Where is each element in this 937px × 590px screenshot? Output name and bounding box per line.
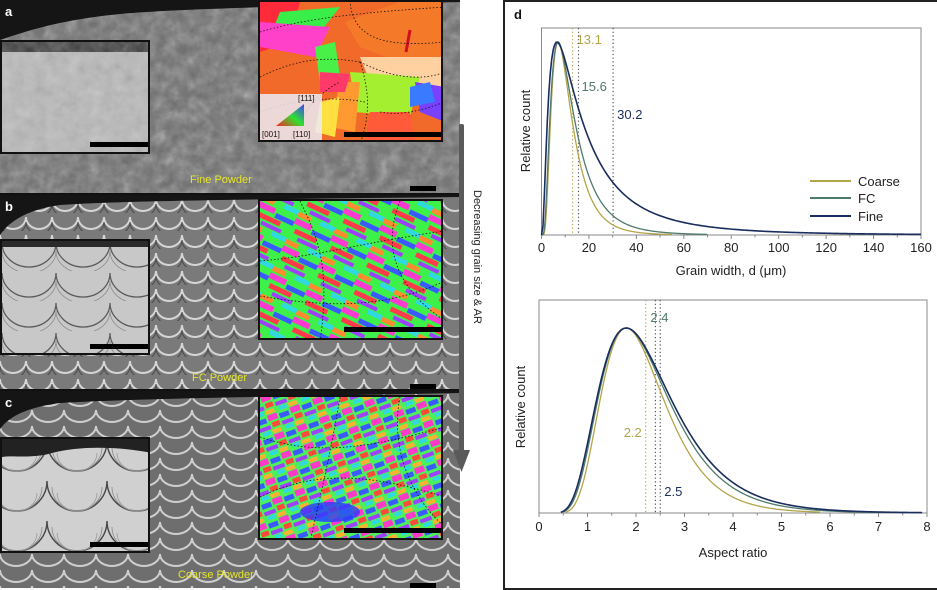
x-tick-label: 1: [584, 519, 591, 534]
aspect-ratio-xlabel: Aspect ratio: [699, 545, 768, 560]
series-line-coarse: [541, 41, 672, 236]
panel-c-powder-label: Coarse Powder: [178, 569, 254, 581]
panel-b-scale-bar: [410, 384, 436, 389]
x-tick-label: 120: [815, 240, 837, 255]
x-tick-label: 140: [863, 240, 885, 255]
ipf-color-key: [111] [001] [110]: [260, 94, 322, 140]
panel-a-scale-bar: [410, 186, 436, 191]
legend-label-fine: Fine: [858, 209, 883, 224]
panel-c-scale-bar: [410, 583, 436, 588]
mean-label-fc: 15.6: [582, 79, 607, 94]
mean-label-coarse: 2.2: [624, 425, 642, 440]
panel-c: c Coarse Powder: [0, 389, 460, 588]
x-tick-label: 0: [535, 519, 542, 534]
ipf-label-110: [110]: [293, 130, 311, 139]
grain-width-ylabel: Relative count: [518, 89, 533, 172]
panel-a-ebsd-map: [111] [001] [110]: [258, 0, 443, 142]
x-tick-label: 3: [681, 519, 688, 534]
x-tick-label: 60: [677, 240, 691, 255]
panel-b-powder-label: FC Powder: [192, 372, 248, 384]
x-tick-label: 100: [768, 240, 790, 255]
panel-b-ebsd-scale-bar: [344, 327, 441, 332]
x-tick-label: 6: [826, 519, 833, 534]
grain-width-xlabel: Grain width, d (μm): [676, 263, 787, 278]
panel-a: [111] [001] [110] a Fine Powder: [0, 0, 460, 193]
panel-c-ebsd-map: [258, 395, 443, 540]
x-tick-label: 2: [632, 519, 639, 534]
x-tick-label: 20: [582, 240, 596, 255]
panel-a-ebsd-scale-bar: [344, 132, 441, 137]
panel-b: b FC Powder: [0, 193, 460, 389]
x-tick-label: 40: [629, 240, 643, 255]
panel-a-powder-label: Fine Powder: [190, 174, 252, 186]
panel-a-letter: a: [5, 4, 13, 19]
legend: Coarse FC Fine: [810, 174, 900, 224]
grain-width-chart: 0 20 40 60 80 100 120 140 160 13.1 15.6 30.2 Grain…: [518, 27, 932, 278]
x-tick-label: 5: [778, 519, 785, 534]
x-tick-label: 160: [910, 240, 932, 255]
ipf-triangle-icon: [276, 104, 304, 126]
series-line-coarse: [565, 327, 821, 513]
x-tick-label: 4: [729, 519, 736, 534]
panel-a-inset-image: [0, 40, 150, 154]
legend-label-coarse: Coarse: [858, 174, 900, 189]
legend-label-fc: FC: [858, 191, 875, 206]
x-tick-label: 0: [538, 240, 545, 255]
panel-c-letter: c: [5, 395, 13, 410]
panel-a-inset-scale-bar: [90, 142, 148, 147]
x-tick-label: 80: [724, 240, 738, 255]
panel-b-letter: b: [5, 199, 13, 214]
x-tick-label: 7: [875, 519, 882, 534]
panel-b-inset-scale-bar: [90, 344, 148, 349]
panel-c-ebsd-scale-bar: [344, 528, 441, 533]
x-tick-label: 8: [923, 519, 930, 534]
mean-label-coarse: 13.1: [577, 32, 602, 47]
series-line-fine: [560, 327, 923, 514]
panel-d-letter: d: [514, 7, 522, 22]
series-line-fc: [541, 41, 708, 236]
ipf-label-001: [001]: [262, 130, 280, 139]
aspect-ratio-plot-frame: [538, 299, 928, 513]
micrograph-panel: [111] [001] [110] a Fine Powder: [0, 0, 460, 588]
aspect-ratio-chart: 0 1 2 3 4 5 6 7 8 2.2 2.4 2.5 Aspect ratio Relativ…: [513, 299, 931, 560]
panel-b-inset-image: [0, 239, 150, 355]
decreasing-arrow-icon: [453, 124, 470, 472]
ipf-label-111: [111]: [298, 94, 315, 103]
panel-b-ebsd-map: [258, 199, 443, 340]
panel-c-inset-image: [0, 437, 150, 553]
mean-label-fine: 2.5: [664, 484, 682, 499]
aspect-ratio-ylabel: Relative count: [513, 365, 528, 448]
panel-c-inset-scale-bar: [90, 542, 148, 547]
mean-label-fc: 2.4: [650, 310, 668, 325]
series-line-fine: [540, 41, 921, 236]
mean-label-fine: 30.2: [617, 107, 642, 122]
